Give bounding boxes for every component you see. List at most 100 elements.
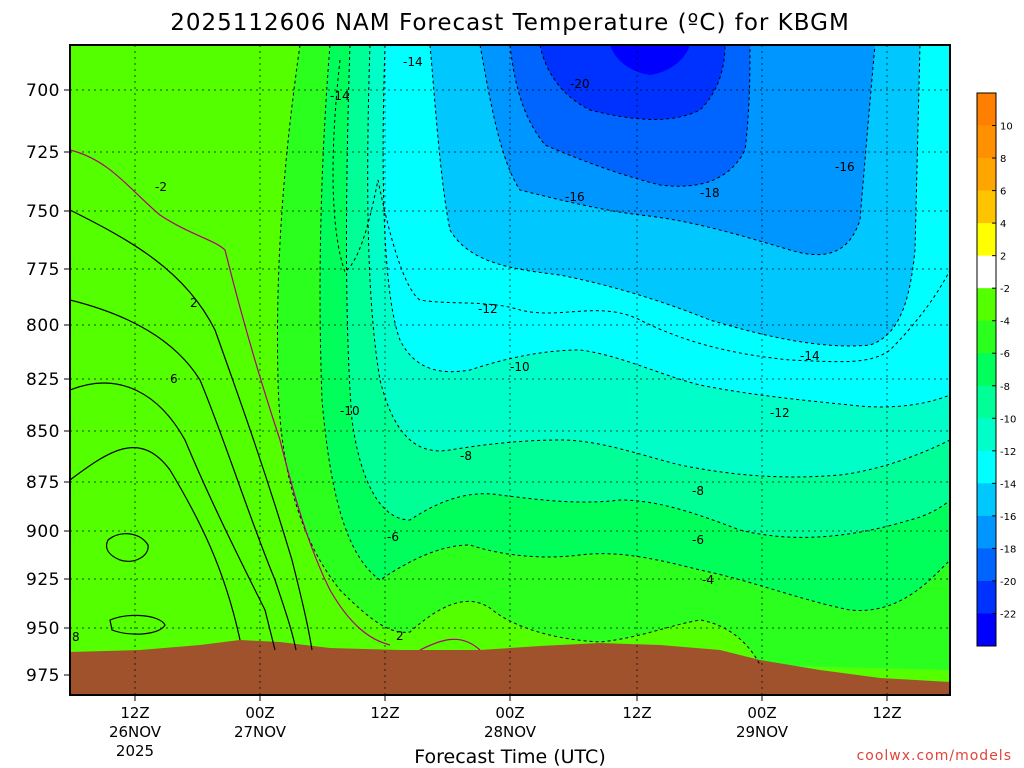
colorbar-bin — [977, 158, 996, 192]
colorbar-tick-label: -18 — [1000, 544, 1016, 555]
y-tick-label: 900 — [26, 522, 60, 542]
colorbar-tick-label: -22 — [1000, 609, 1016, 620]
colorbar-bin — [977, 190, 996, 224]
y-axis: 700 725 750 775 800 825 850 875 900 925 … — [26, 81, 60, 686]
x-ticks — [134, 695, 888, 701]
field-band-minus22 — [540, 45, 725, 120]
y-tick-label: 975 — [26, 666, 60, 686]
chart-title: 2025112606 NAM Forecast Temperature (ºC)… — [170, 10, 850, 36]
colorbar-labels: 10 8 6 4 2 -2 -4 -6 -8 -10 -12 -14 -16 -18 -20 -22 — [1000, 122, 1016, 621]
colorbar-bin — [977, 93, 996, 127]
colorbar-tick-label: -20 — [1000, 577, 1016, 588]
colorbar-tick-label: 8 — [1000, 154, 1006, 165]
grid — [70, 45, 950, 695]
contour-label: -10 — [340, 404, 360, 418]
contour-label: -4 — [702, 573, 714, 587]
colorbar-tick-label: 2 — [1000, 252, 1006, 263]
contour-label: -14 — [330, 89, 350, 103]
colorbar-tick-label: -8 — [1000, 382, 1010, 393]
contour-label: -16 — [835, 160, 855, 174]
x-tick-label: 12Z — [120, 704, 149, 722]
field-band-minus8 — [346, 45, 950, 538]
contour-label: -12 — [478, 302, 498, 316]
x-tick-label: 12Z — [872, 704, 901, 722]
y-tick-label: 750 — [26, 202, 60, 222]
contour-label: 2 — [396, 629, 404, 643]
x-tick-label: 28NOV — [484, 723, 537, 741]
x-tick-label: 00Z — [245, 704, 274, 722]
y-tick-label: 825 — [26, 370, 60, 390]
x-tick-label: 29NOV — [736, 723, 789, 741]
colorbar-tick-label: -4 — [1000, 317, 1010, 328]
contour-label: -14 — [800, 349, 820, 363]
colorbar-bin — [977, 385, 996, 419]
x-tick-label: 26NOV — [109, 723, 162, 741]
contour-label: -20 — [570, 77, 590, 91]
contour-label: -16 — [565, 190, 585, 204]
warm-contours — [70, 149, 481, 651]
colorbar-bin — [977, 353, 996, 387]
y-tick-label: 700 — [26, 81, 60, 101]
y-tick-label: 775 — [26, 260, 60, 280]
colorbar-tick-label: -10 — [1000, 414, 1016, 425]
contour-label: -12 — [770, 406, 790, 420]
y-tick-label: 925 — [26, 570, 60, 590]
colorbar-tick-label: 4 — [1000, 219, 1006, 230]
contour-label: -8 — [460, 449, 472, 463]
colorbar-bin — [977, 255, 996, 289]
contour-label: 2 — [190, 296, 198, 310]
field-band-minus6 — [320, 45, 950, 611]
colorbar-bin — [977, 580, 996, 614]
colorbar-bin — [977, 320, 996, 354]
x-tick-label: 2025 — [116, 742, 154, 760]
y-tick-label: 875 — [26, 473, 60, 493]
x-axis-label: Forecast Time (UTC) — [414, 746, 605, 768]
contour-labels: -14 -14 -20 -16 -18 -16 -2 -12 -14 -12 -… — [72, 55, 855, 644]
y-tick-label: 950 — [26, 619, 60, 639]
contour-label: -6 — [387, 530, 399, 544]
colorbar-bin — [977, 125, 996, 159]
x-tick-label: 00Z — [747, 704, 776, 722]
contour-label: 8 — [72, 630, 80, 644]
colorbar-tick-label: 10 — [1000, 122, 1013, 133]
contour-label: -2 — [155, 180, 167, 194]
y-tick-label: 725 — [26, 143, 60, 163]
terrain — [70, 640, 950, 695]
x-tick-label: 12Z — [622, 704, 651, 722]
colorbar-bin — [977, 450, 996, 484]
colorbar-tick-label: -12 — [1000, 447, 1016, 458]
x-tick-label: 27NOV — [234, 723, 287, 741]
contour-label: 6 — [170, 372, 178, 386]
colorbar-tick-label: -6 — [1000, 349, 1010, 360]
colorbar-bin — [977, 515, 996, 549]
x-tick-label: 00Z — [495, 704, 524, 722]
y-tick-label: 800 — [26, 316, 60, 336]
colorbar-bin — [977, 613, 996, 647]
colorbar-bin — [977, 223, 996, 257]
y-tick-label: 850 — [26, 422, 60, 442]
colorbar-tick-label: -2 — [1000, 284, 1010, 295]
x-axis: 12Z 26NOV 2025 00Z 27NOV 12Z 00Z 28NOV 1… — [109, 704, 902, 760]
colorbar-tick-label: 6 — [1000, 187, 1006, 198]
y-ticks — [64, 89, 70, 676]
colorbar-tick-label: -14 — [1000, 479, 1016, 490]
colorbar-bin — [977, 483, 996, 517]
x-tick-label: 12Z — [370, 704, 399, 722]
contour-label: -18 — [700, 186, 720, 200]
contour-lines — [276, 45, 950, 666]
contour-label: -8 — [692, 484, 704, 498]
field-band-minus10 — [367, 45, 950, 477]
colorbar-bin — [977, 418, 996, 452]
field-band-minus24 — [610, 45, 690, 75]
credit-text: coolwx.com/models — [857, 748, 1012, 764]
colorbar-bin — [977, 548, 996, 582]
colorbar-frame — [976, 92, 997, 647]
contour-label: -10 — [510, 360, 530, 374]
field-band-minus2 — [70, 45, 950, 695]
contour-label: -6 — [692, 533, 704, 547]
colorbar-tick-label: -16 — [1000, 512, 1016, 523]
colorbar-bin — [977, 288, 996, 322]
contour-label: -14 — [403, 55, 423, 69]
colorbar — [976, 92, 997, 647]
